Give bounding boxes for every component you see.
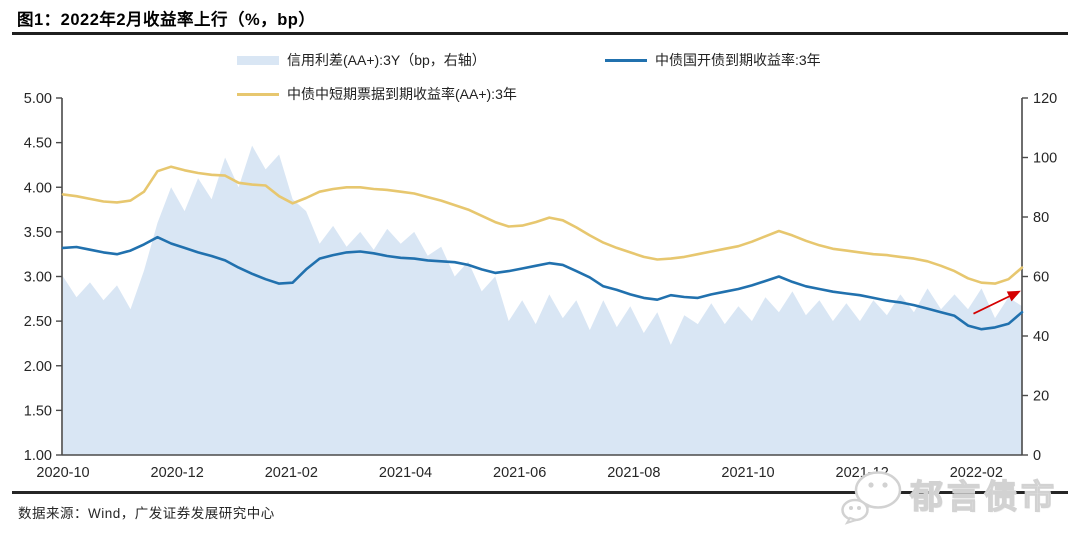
line-swatch-icon [237, 92, 279, 96]
left-axis-tick-label: 3.50 [24, 225, 52, 241]
wechat-watermark: 郁言债市 [840, 469, 1058, 525]
footer-divider [12, 491, 1068, 494]
left-axis-tick-label: 2.50 [24, 314, 52, 330]
left-axis-tick-label: 1.00 [24, 448, 52, 464]
right-axis-tick-label: 80 [1033, 210, 1049, 226]
legend-item-credit-spread: 信用利差(AA+):3Y（bp，右轴） [237, 50, 486, 70]
x-axis-tick-label: 2022-02 [950, 465, 1003, 481]
left-axis-tick-label: 4.00 [24, 180, 52, 196]
trend-arrow [973, 292, 1016, 315]
legend-label-mtn-yield: 中债中短期票据到期收益率(AA+):3年 [287, 86, 517, 102]
credit-spread-area [63, 145, 1022, 455]
trend-arrowhead-icon [1006, 290, 1021, 302]
legend-item-cdb-yield: 中债国开债到期收益率:3年 [605, 50, 821, 70]
x-axis-tick-label: 2021-04 [379, 465, 432, 481]
legend-item-mtn-yield: 中债中短期票据到期收益率(AA+):3年 [237, 84, 517, 104]
right-axis-tick-label: 0 [1033, 448, 1041, 464]
cdb-yield-line [61, 235, 1024, 331]
legend-label-cdb-yield: 中债国开债到期收益率:3年 [655, 52, 821, 68]
line-swatch-icon [605, 58, 647, 62]
figure-title-row: 图1：2022年2月收益率上行（%，bp） [0, 0, 1080, 35]
right-axis-tick-label: 40 [1033, 329, 1049, 345]
x-axis-tick-label: 2020-10 [36, 465, 89, 481]
left-axis-tick-label: 3.00 [24, 270, 52, 286]
x-axis-tick-label: 2021-10 [721, 465, 774, 481]
x-axis-tick-label: 2021-08 [607, 465, 660, 481]
right-axis-tick-label: 20 [1033, 389, 1049, 405]
watermark-text: 郁言债市 [909, 477, 1058, 515]
right-axis-tick-label: 100 [1033, 151, 1057, 167]
title-divider [12, 32, 1068, 35]
x-axis-tick-label: 2021-06 [493, 465, 546, 481]
area-swatch-icon [237, 55, 279, 65]
data-source-note: 数据来源：Wind，广发证券发展研究中心 [18, 506, 275, 521]
right-axis-tick-label: 60 [1033, 270, 1049, 286]
x-axis-tick-label: 2021-02 [265, 465, 318, 481]
figure-title: 图1：2022年2月收益率上行（%，bp） [17, 11, 316, 29]
mtn-yield-line [61, 165, 1024, 285]
legend-label-credit-spread: 信用利差(AA+):3Y（bp，右轴） [287, 52, 486, 68]
left-axis-tick-label: 5.00 [24, 91, 52, 107]
left-axis-tick-label: 1.50 [24, 403, 52, 419]
left-axis-tick-label: 2.00 [24, 359, 52, 375]
right-axis-tick-label: 120 [1033, 91, 1057, 107]
wechat-icon [841, 471, 902, 525]
left-axis-tick-label: 4.50 [24, 136, 52, 152]
x-axis-tick-label: 2020-12 [151, 465, 204, 481]
